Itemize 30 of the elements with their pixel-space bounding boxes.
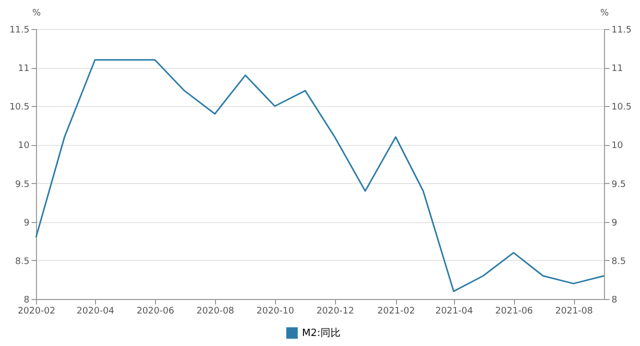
y-tick-label: 11 xyxy=(18,64,30,74)
x-tick-label: 2020-08 xyxy=(196,306,234,316)
x-tick-label: 2021-08 xyxy=(555,306,594,316)
y-tick-label: 8 xyxy=(24,296,30,306)
y2-tick-label: 9.5 xyxy=(612,180,626,190)
y-tick-label: 10 xyxy=(18,141,30,152)
legend-label: M2:同比 xyxy=(302,327,340,339)
y2-tick-label: 10.5 xyxy=(612,102,632,113)
y2-tick-label: 8 xyxy=(612,296,618,306)
y2-tick-label: 11.5 xyxy=(612,26,632,36)
x-tick-label: 2021-06 xyxy=(495,306,534,316)
y-tick-label: 11.5 xyxy=(9,26,30,36)
y2-axis-title: % xyxy=(600,8,610,18)
y2-tick-label: 10 xyxy=(612,141,624,152)
x-tick-label: 2021-02 xyxy=(377,306,415,316)
y2-tick-label: 8.5 xyxy=(612,256,626,267)
y-tick-label: 10.5 xyxy=(9,102,30,113)
x-tick-label: 2020-04 xyxy=(76,306,115,316)
y-tick-label: 9.5 xyxy=(15,180,30,190)
y-axis-title: % xyxy=(32,8,42,18)
y2-tick-label: 9 xyxy=(612,218,618,228)
x-tick-label: 2020-10 xyxy=(256,306,294,316)
y-tick-label: 9 xyxy=(24,218,30,228)
y2-tick-label: 11 xyxy=(612,64,623,74)
line-series xyxy=(35,59,605,292)
x-tick-label: 2020-12 xyxy=(316,306,354,316)
x-tick-label: 2021-04 xyxy=(435,306,474,316)
x-tick-label: 2020-02 xyxy=(18,306,56,316)
x-tick-label: 2020-06 xyxy=(136,306,174,316)
y-tick-label: 8.5 xyxy=(15,256,30,267)
